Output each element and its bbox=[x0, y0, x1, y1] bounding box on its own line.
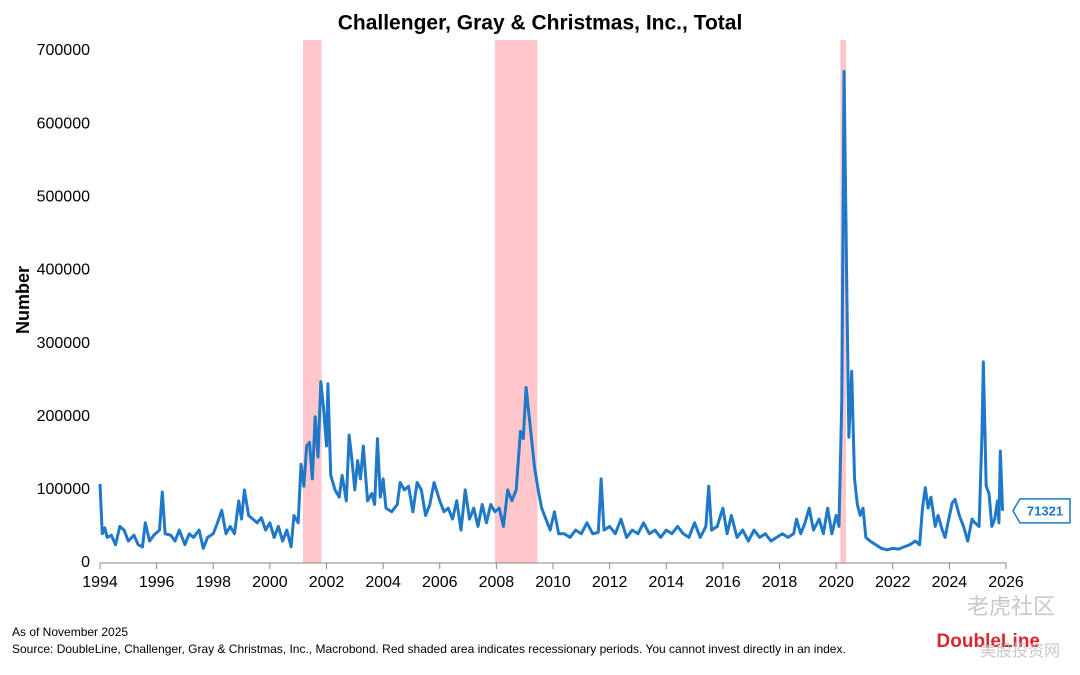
chart-title: Challenger, Gray & Christmas, Inc., Tota… bbox=[338, 12, 743, 35]
data-line bbox=[98, 69, 1005, 552]
logo: DoubleLine bbox=[937, 631, 1040, 652]
y-tick-label: 700000 bbox=[37, 42, 90, 59]
watermark: 老虎社区 bbox=[967, 594, 1055, 619]
y-tick-label: 0 bbox=[81, 554, 90, 571]
x-tick-label: 2012 bbox=[592, 574, 628, 591]
y-tick-label: 500000 bbox=[37, 189, 90, 206]
y-axis-label: Number bbox=[13, 266, 33, 334]
as-of-note: As of November 2025 bbox=[12, 625, 128, 639]
x-tick-label: 2020 bbox=[818, 574, 854, 591]
x-tick-label: 2008 bbox=[479, 574, 515, 591]
last-value-box bbox=[1012, 498, 1071, 524]
y-tick-label: 200000 bbox=[37, 408, 90, 425]
x-tick-label: 2000 bbox=[252, 574, 288, 591]
x-tick-label: 2006 bbox=[422, 574, 458, 591]
y-tick-label: 100000 bbox=[37, 481, 90, 498]
y-tick-label: 400000 bbox=[37, 262, 90, 279]
x-tick-label: 2010 bbox=[535, 574, 571, 591]
x-tick-label: 2014 bbox=[648, 574, 684, 591]
x-tick-label: 1996 bbox=[139, 574, 175, 591]
x-tick-label: 2026 bbox=[988, 574, 1024, 591]
x-tick-label: 1994 bbox=[82, 574, 118, 591]
y-tick-label: 300000 bbox=[37, 335, 90, 352]
x-tick-label: 2002 bbox=[309, 574, 345, 591]
x-tick-label: 2004 bbox=[365, 574, 401, 591]
watermark: 美股投资网 bbox=[980, 642, 1060, 660]
x-tick-label: 2018 bbox=[762, 574, 798, 591]
x-tick-label: 1998 bbox=[195, 574, 231, 591]
source-note: Source: DoubleLine, Challenger, Gray & C… bbox=[12, 642, 846, 656]
x-tick-label: 2024 bbox=[932, 574, 968, 591]
last-value-label: 71321 bbox=[1027, 503, 1063, 518]
recession-band bbox=[303, 40, 322, 563]
x-tick-label: 2022 bbox=[875, 574, 911, 591]
y-tick-label: 600000 bbox=[37, 115, 90, 132]
x-tick-label: 2016 bbox=[705, 574, 741, 591]
